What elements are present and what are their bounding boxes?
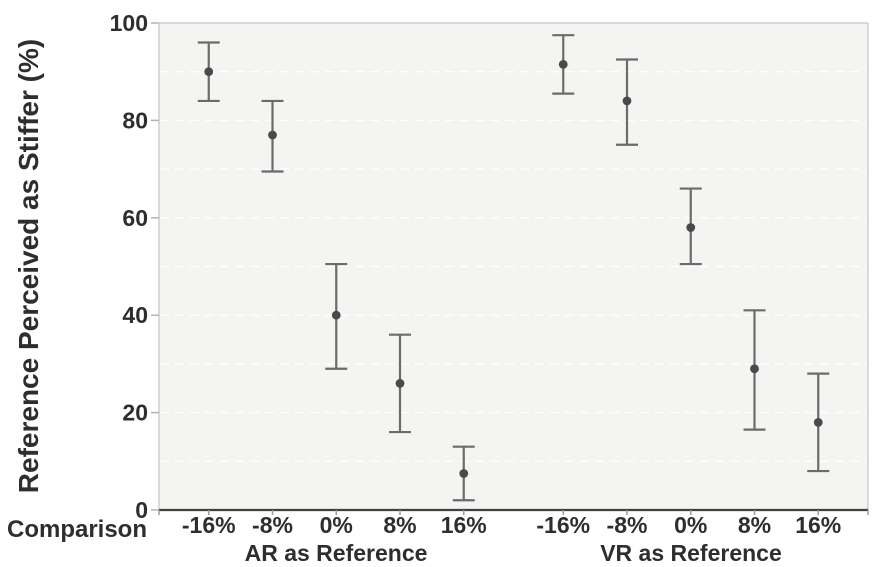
data-point	[750, 364, 759, 374]
y-tick-label: 80	[122, 107, 148, 133]
x-tick-label: -16%	[536, 512, 590, 538]
data-point	[558, 59, 568, 69]
data-point	[331, 310, 341, 320]
facet-label-vr: VR as Reference	[600, 540, 782, 566]
y-tick-label: 60	[122, 205, 148, 231]
y-tick-label: 100	[110, 10, 148, 36]
data-point	[813, 417, 823, 427]
x-tick-label: 0%	[320, 512, 353, 538]
y-tick-label: 20	[122, 400, 148, 426]
gridlines	[160, 70, 867, 462]
facet-label-ar: AR as Reference	[245, 540, 428, 566]
x-tick-label: 16%	[795, 512, 841, 538]
x-tick-label: -16%	[182, 512, 236, 538]
data-point	[686, 223, 696, 232]
x-tick-label: 8%	[738, 512, 771, 538]
x-tick-label: -8%	[607, 512, 648, 538]
x-tick-label: 16%	[441, 512, 487, 538]
y-axis-title: Reference Perceived as Stiffer (%)	[13, 39, 44, 493]
x-tick-label: 8%	[383, 512, 416, 538]
data-point	[395, 378, 405, 388]
x-tick-labels: -16% -8% 0% 8% 16% -16% -8% 0% 8% 16%	[182, 512, 841, 538]
data-point	[268, 130, 277, 140]
data-point	[459, 469, 469, 478]
plot-borders	[158, 22, 869, 512]
y-tick-label: 0	[135, 497, 148, 523]
x-tick-label: 0%	[674, 512, 707, 538]
x-tick-label: -8%	[252, 512, 293, 538]
data-point	[622, 96, 632, 106]
data-series	[197, 34, 830, 502]
y-tick-labels: 0 20 40 60 80 100	[110, 10, 148, 523]
axis-ticks	[151, 22, 869, 515]
y-tick-label: 40	[122, 302, 148, 328]
x-axis-title: Comparison	[7, 516, 147, 543]
data-point	[204, 67, 214, 77]
